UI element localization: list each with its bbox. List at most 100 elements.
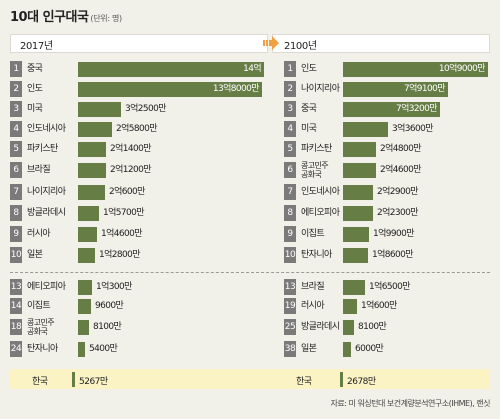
bar <box>343 280 365 295</box>
rank-badge: 10 <box>10 247 22 263</box>
bar <box>343 163 376 178</box>
bar <box>78 206 99 221</box>
country-label: 중국 <box>27 64 43 74</box>
bar <box>343 206 373 221</box>
rank-badge: 14 <box>10 298 22 314</box>
value-label: 1억8600만 <box>372 250 414 260</box>
rank-badge: 19 <box>284 298 296 314</box>
bar <box>78 342 85 357</box>
value-label: 2억2300만 <box>377 208 419 218</box>
value-label: 3억3600만 <box>392 124 434 134</box>
value-label: 1억600만 <box>361 301 397 311</box>
country-label: 인도네시아 <box>27 124 66 134</box>
chart-row: 8 에티오피아 2억2300만 <box>284 205 500 222</box>
chart-row: 9 러시아 1억4600만 <box>10 226 328 243</box>
bar <box>343 82 448 97</box>
arrow-right-icon <box>263 36 279 50</box>
bar <box>78 163 106 178</box>
country-label: 브라질 <box>301 282 325 292</box>
chart-row: 4 미국 3억3600만 <box>284 121 500 138</box>
year-label-2017: 2017년 <box>20 41 53 52</box>
korea-highlight-box <box>10 369 490 389</box>
country-label: 나이지리아 <box>301 84 340 94</box>
unit-note: (단위: 명) <box>90 14 122 23</box>
chart-row: 2 인도 13억8000만 <box>10 81 328 98</box>
bar <box>343 122 388 137</box>
chart-row: 4 인도네시아 2억5800만 <box>10 121 328 138</box>
chart-row: 10 일본 1억2800만 <box>10 247 328 264</box>
korea-bar-2100 <box>340 372 343 387</box>
country-label: 미국 <box>27 104 43 114</box>
chart-row: 2 나이지리아 7억9100만 <box>284 81 500 98</box>
korea-bar-2017 <box>72 372 75 387</box>
country-label: 인도 <box>301 64 317 74</box>
chart-row: 14 이집트 9600만 <box>10 298 328 315</box>
rank-badge: 25 <box>284 319 296 335</box>
page-title: 10대 인구대국 <box>10 10 89 25</box>
chart-row: 5 파키스탄 2억1400만 <box>10 141 328 158</box>
country-label: 이집트 <box>301 229 325 239</box>
value-label: 7억3200만 <box>396 104 438 114</box>
bar <box>78 280 92 295</box>
value-label: 3억2500만 <box>125 104 167 114</box>
bar <box>343 102 440 117</box>
rank-badge: 5 <box>10 141 22 157</box>
chart-row: 6 브라질 2억1200만 <box>10 162 328 179</box>
rank-badge: 6 <box>10 162 22 178</box>
rank-badge: 5 <box>284 141 296 157</box>
bar <box>78 185 105 200</box>
rank-badge: 2 <box>284 81 296 97</box>
country-label: 러시아 <box>301 301 325 311</box>
country-label: 에티오피아 <box>301 208 340 218</box>
country-label: 인도네시아 <box>301 187 340 197</box>
value-label: 2억4800만 <box>380 144 422 154</box>
rank-badge: 9 <box>284 226 296 242</box>
bar <box>343 185 373 200</box>
source-note: 자료: 미 워싱턴대 보건계량분석연구소(IHME), 랜싯 <box>330 399 491 408</box>
korea-label-2017: 한국 <box>32 377 48 387</box>
value-label: 2억5800만 <box>116 124 158 134</box>
value-label: 10억9000만 <box>438 64 486 74</box>
value-label: 1억6500만 <box>369 282 411 292</box>
chart-row: 3 미국 3억2500만 <box>10 101 328 118</box>
rank-badge: 3 <box>284 101 296 117</box>
bar <box>343 248 368 263</box>
country-label: 파키스탄 <box>27 144 58 154</box>
country-label: 미국 <box>301 124 317 134</box>
bar <box>78 248 95 263</box>
value-label: 2억600만 <box>109 187 145 197</box>
value-label: 1억4600만 <box>101 229 143 239</box>
value-label: 1억5700만 <box>103 208 145 218</box>
bar <box>78 320 89 335</box>
chart-row: 13 에티오피아 1억300만 <box>10 279 328 296</box>
value-label: 2억1400만 <box>110 144 152 154</box>
country-label: 콩고민주 공화국 <box>301 161 329 179</box>
value-label: 5400만 <box>89 344 118 354</box>
chart-row: 3 중국 7억3200만 <box>284 101 500 118</box>
chart-row: 6 콩고민주 공화국 2억4600만 <box>284 161 500 179</box>
chart-row: 25 방글라데시 8100만 <box>284 319 500 336</box>
rank-badge: 4 <box>10 121 22 137</box>
value-label: 14억 <box>243 64 262 74</box>
value-label: 8100만 <box>93 322 122 332</box>
country-label: 에티오피아 <box>27 282 66 292</box>
value-label: 7억9100만 <box>404 84 446 94</box>
rank-badge: 7 <box>284 184 296 200</box>
country-label: 탄자니아 <box>301 250 332 260</box>
chart-row: 8 방글라데시 1억5700만 <box>10 205 328 222</box>
country-label: 중국 <box>301 104 317 114</box>
chart-row: 9 이집트 1억9900만 <box>284 226 500 243</box>
rank-badge: 4 <box>284 121 296 137</box>
country-label: 파키스탄 <box>301 144 332 154</box>
chart-row: 7 나이지리아 2억600만 <box>10 184 328 201</box>
rank-badge: 10 <box>284 247 296 263</box>
value-label: 9600만 <box>95 301 124 311</box>
value-label: 6000만 <box>355 344 384 354</box>
country-label: 인도 <box>27 84 43 94</box>
korea-value-2100: 2678만 <box>347 377 376 387</box>
bar <box>78 82 262 97</box>
chart-row: 38 일본 6000만 <box>284 341 500 358</box>
korea-label-2100: 한국 <box>296 377 312 387</box>
value-label: 2억2900만 <box>377 187 419 197</box>
country-label: 러시아 <box>27 229 51 239</box>
